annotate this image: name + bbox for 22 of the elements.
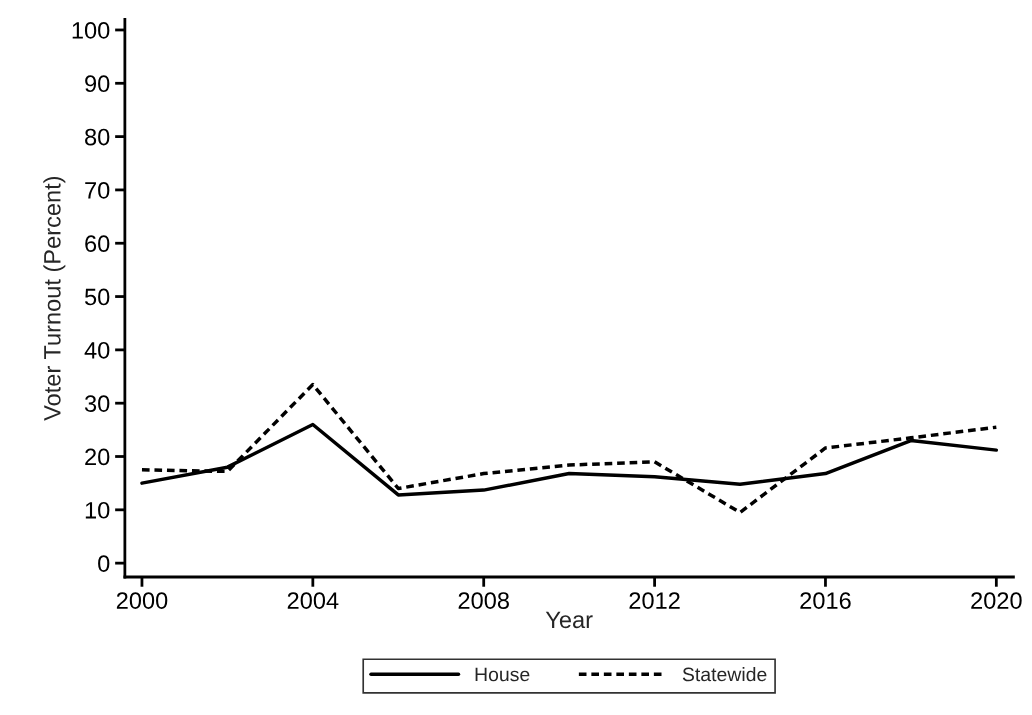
y-tick-label: 30 — [84, 395, 110, 412]
y-tick-label: 20 — [85, 448, 110, 466]
y-tick-label: 10 — [85, 501, 110, 519]
y-tick-label: 100 — [72, 22, 110, 39]
x-tick-label: 2008 — [458, 592, 509, 609]
x-tick-label: 2004 — [287, 592, 339, 609]
y-tick-label: 70 — [85, 181, 110, 199]
x-tick-label: 2016 — [800, 592, 851, 609]
x-axis-title: Year — [545, 611, 593, 629]
y-tick-label: 60 — [85, 235, 110, 253]
y-tick-label: 80 — [85, 128, 110, 146]
y-tick-label: 90 — [85, 75, 110, 93]
legend-label: Statewide — [682, 667, 767, 682]
x-tick-label: 2000 — [116, 592, 168, 609]
y-axis-title: Voter Turnout (Percent) — [43, 176, 66, 421]
y-tick-label: 50 — [84, 288, 110, 306]
x-tick-label: 2012 — [629, 592, 680, 609]
y-tick-label: 40 — [84, 341, 110, 359]
y-tick-label: 0 — [98, 555, 110, 572]
line-series — [140, 382, 999, 515]
x-tick-label: 2020 — [971, 592, 1022, 609]
legend-label: House — [475, 667, 530, 682]
